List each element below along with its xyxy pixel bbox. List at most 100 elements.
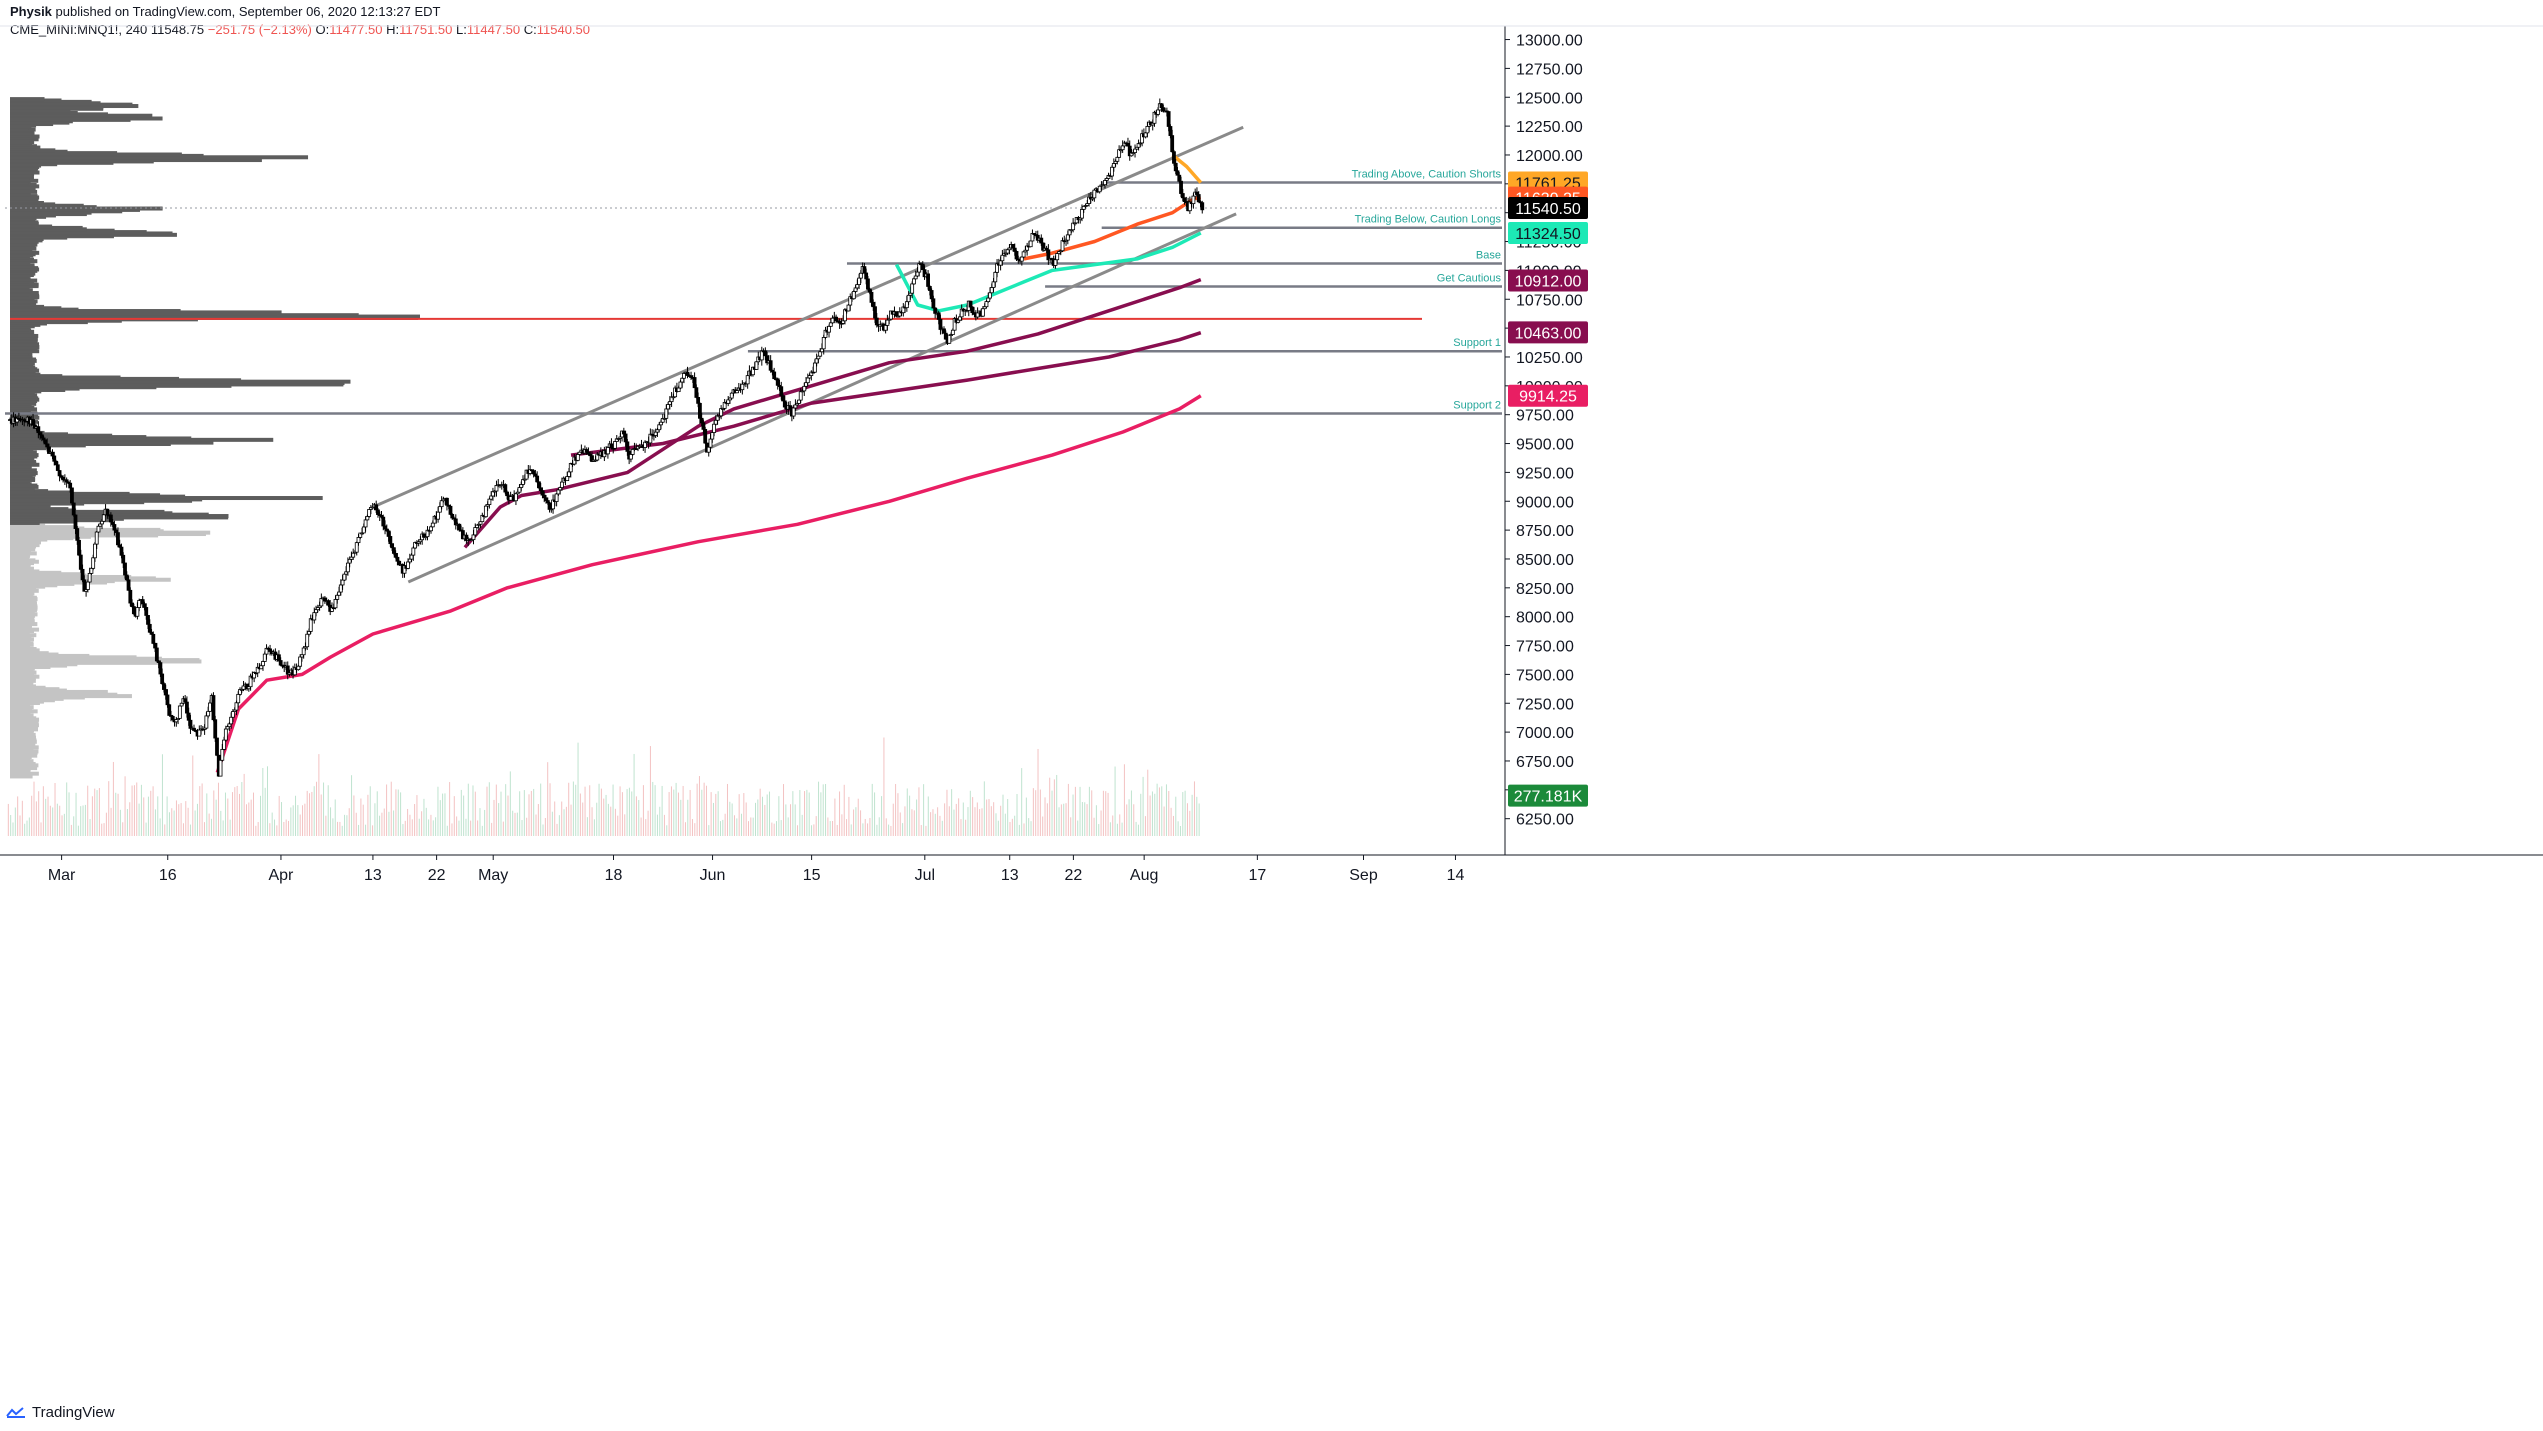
volume-bar [477, 820, 479, 836]
publish-info: Physik published on TradingView.com, Sep… [10, 4, 441, 19]
volume-bar [26, 820, 28, 836]
volume-bar [140, 784, 142, 836]
time-axis[interactable]: Mar 16 Apr 13 22 May 18 Jun 15 Jul 13 22 Aug 17 Sep 14 [48, 855, 1465, 884]
volume-bar [892, 803, 894, 836]
price-tick-label: 12000.00 [1516, 148, 1583, 165]
candle-body [508, 496, 513, 501]
volume-bar [1098, 824, 1100, 836]
volume-bar [182, 823, 184, 836]
volume-bar [245, 804, 247, 836]
volume-bar [159, 818, 161, 836]
time-tick-label: May [478, 867, 508, 884]
volume-bar [712, 802, 714, 836]
volume-bar [731, 803, 733, 836]
volume-bar [846, 819, 848, 836]
volume-bar [288, 820, 290, 836]
candle-body [259, 665, 264, 670]
publish-date: published on TradingView.com, September … [55, 4, 441, 19]
volume-bar [1170, 807, 1172, 836]
volume-bar [839, 791, 841, 836]
candle-body [361, 526, 366, 534]
candle-body [296, 665, 301, 671]
volume-bar [49, 805, 51, 836]
volume-bar [491, 822, 493, 836]
candle-body [775, 378, 780, 386]
candle-body [544, 497, 548, 501]
volume-bar [45, 798, 47, 836]
volume-bar [1114, 766, 1116, 836]
price-badge-label: 277.181K [1514, 789, 1583, 806]
time-tick-label: 22 [1064, 867, 1082, 884]
candle-body [565, 476, 570, 482]
volume-bar [691, 819, 693, 836]
volume-bar [600, 788, 602, 836]
volume-bar [687, 799, 689, 836]
candle-body [73, 514, 78, 529]
volume-bar [626, 789, 628, 836]
candle-body [853, 287, 858, 292]
candle-body [494, 485, 499, 492]
volume-bar [927, 796, 929, 836]
volume-bar [614, 808, 616, 836]
candle-body [140, 599, 145, 605]
volume-bar [383, 808, 385, 836]
volume-bar [509, 771, 511, 836]
candle-body [312, 612, 317, 621]
candle-body [487, 498, 492, 505]
volume-bar [745, 802, 747, 836]
candle-body [713, 419, 718, 425]
candle-body [406, 561, 410, 569]
candle-body [333, 598, 338, 609]
candle-body [185, 701, 189, 714]
candle-body [1196, 194, 1201, 203]
candle-body [858, 272, 863, 279]
volume-profile-bar [10, 375, 121, 380]
volume-bar [1028, 818, 1030, 836]
volume-bar [236, 786, 238, 836]
candle-body [708, 438, 713, 448]
volume-bar [1198, 803, 1200, 836]
candle-body [531, 470, 536, 475]
volume-bar [28, 817, 30, 836]
volume-bar [841, 814, 843, 836]
candle-body [991, 281, 996, 288]
price-tick-label: 9250.00 [1516, 465, 1574, 482]
price-badge [1508, 384, 1588, 407]
candle-body [846, 304, 851, 312]
volume-bar [402, 824, 404, 836]
volume-bar [834, 798, 836, 836]
volume-bar [561, 801, 563, 836]
volume-bar [530, 790, 532, 836]
candle-body [855, 284, 860, 289]
candle-body [222, 739, 226, 750]
price-tick-label: 6750.00 [1516, 754, 1574, 771]
candle-body [93, 543, 97, 559]
candle-body [128, 589, 133, 604]
volume-bar [808, 792, 810, 836]
volume-bar [376, 791, 378, 836]
price-axis[interactable]: 13000.00 12750.00 12500.00 12250.00 12000.00… [1505, 33, 1583, 829]
candle-body [105, 508, 110, 516]
volume-bar [645, 819, 647, 836]
candle-body [519, 484, 524, 488]
volume-bar [607, 803, 609, 836]
candle-body [537, 481, 541, 489]
candle-body [206, 710, 211, 717]
candle-body [43, 439, 48, 445]
volume-bar [318, 754, 320, 836]
volume-bar [89, 819, 91, 836]
volume-bar [579, 793, 581, 836]
volume-bar [470, 820, 472, 836]
volume-bar [549, 783, 551, 836]
volume-bar [593, 819, 595, 836]
volume-bar [930, 812, 932, 836]
candle-body [411, 547, 416, 556]
volume-bar [157, 796, 159, 836]
volume-bar [783, 784, 785, 836]
volume-bar [369, 786, 371, 836]
footer-brand[interactable]: TradingView [6, 1404, 115, 1421]
volume-bar [220, 810, 222, 836]
volume-bar [274, 819, 276, 836]
volume-bar [1154, 793, 1156, 836]
